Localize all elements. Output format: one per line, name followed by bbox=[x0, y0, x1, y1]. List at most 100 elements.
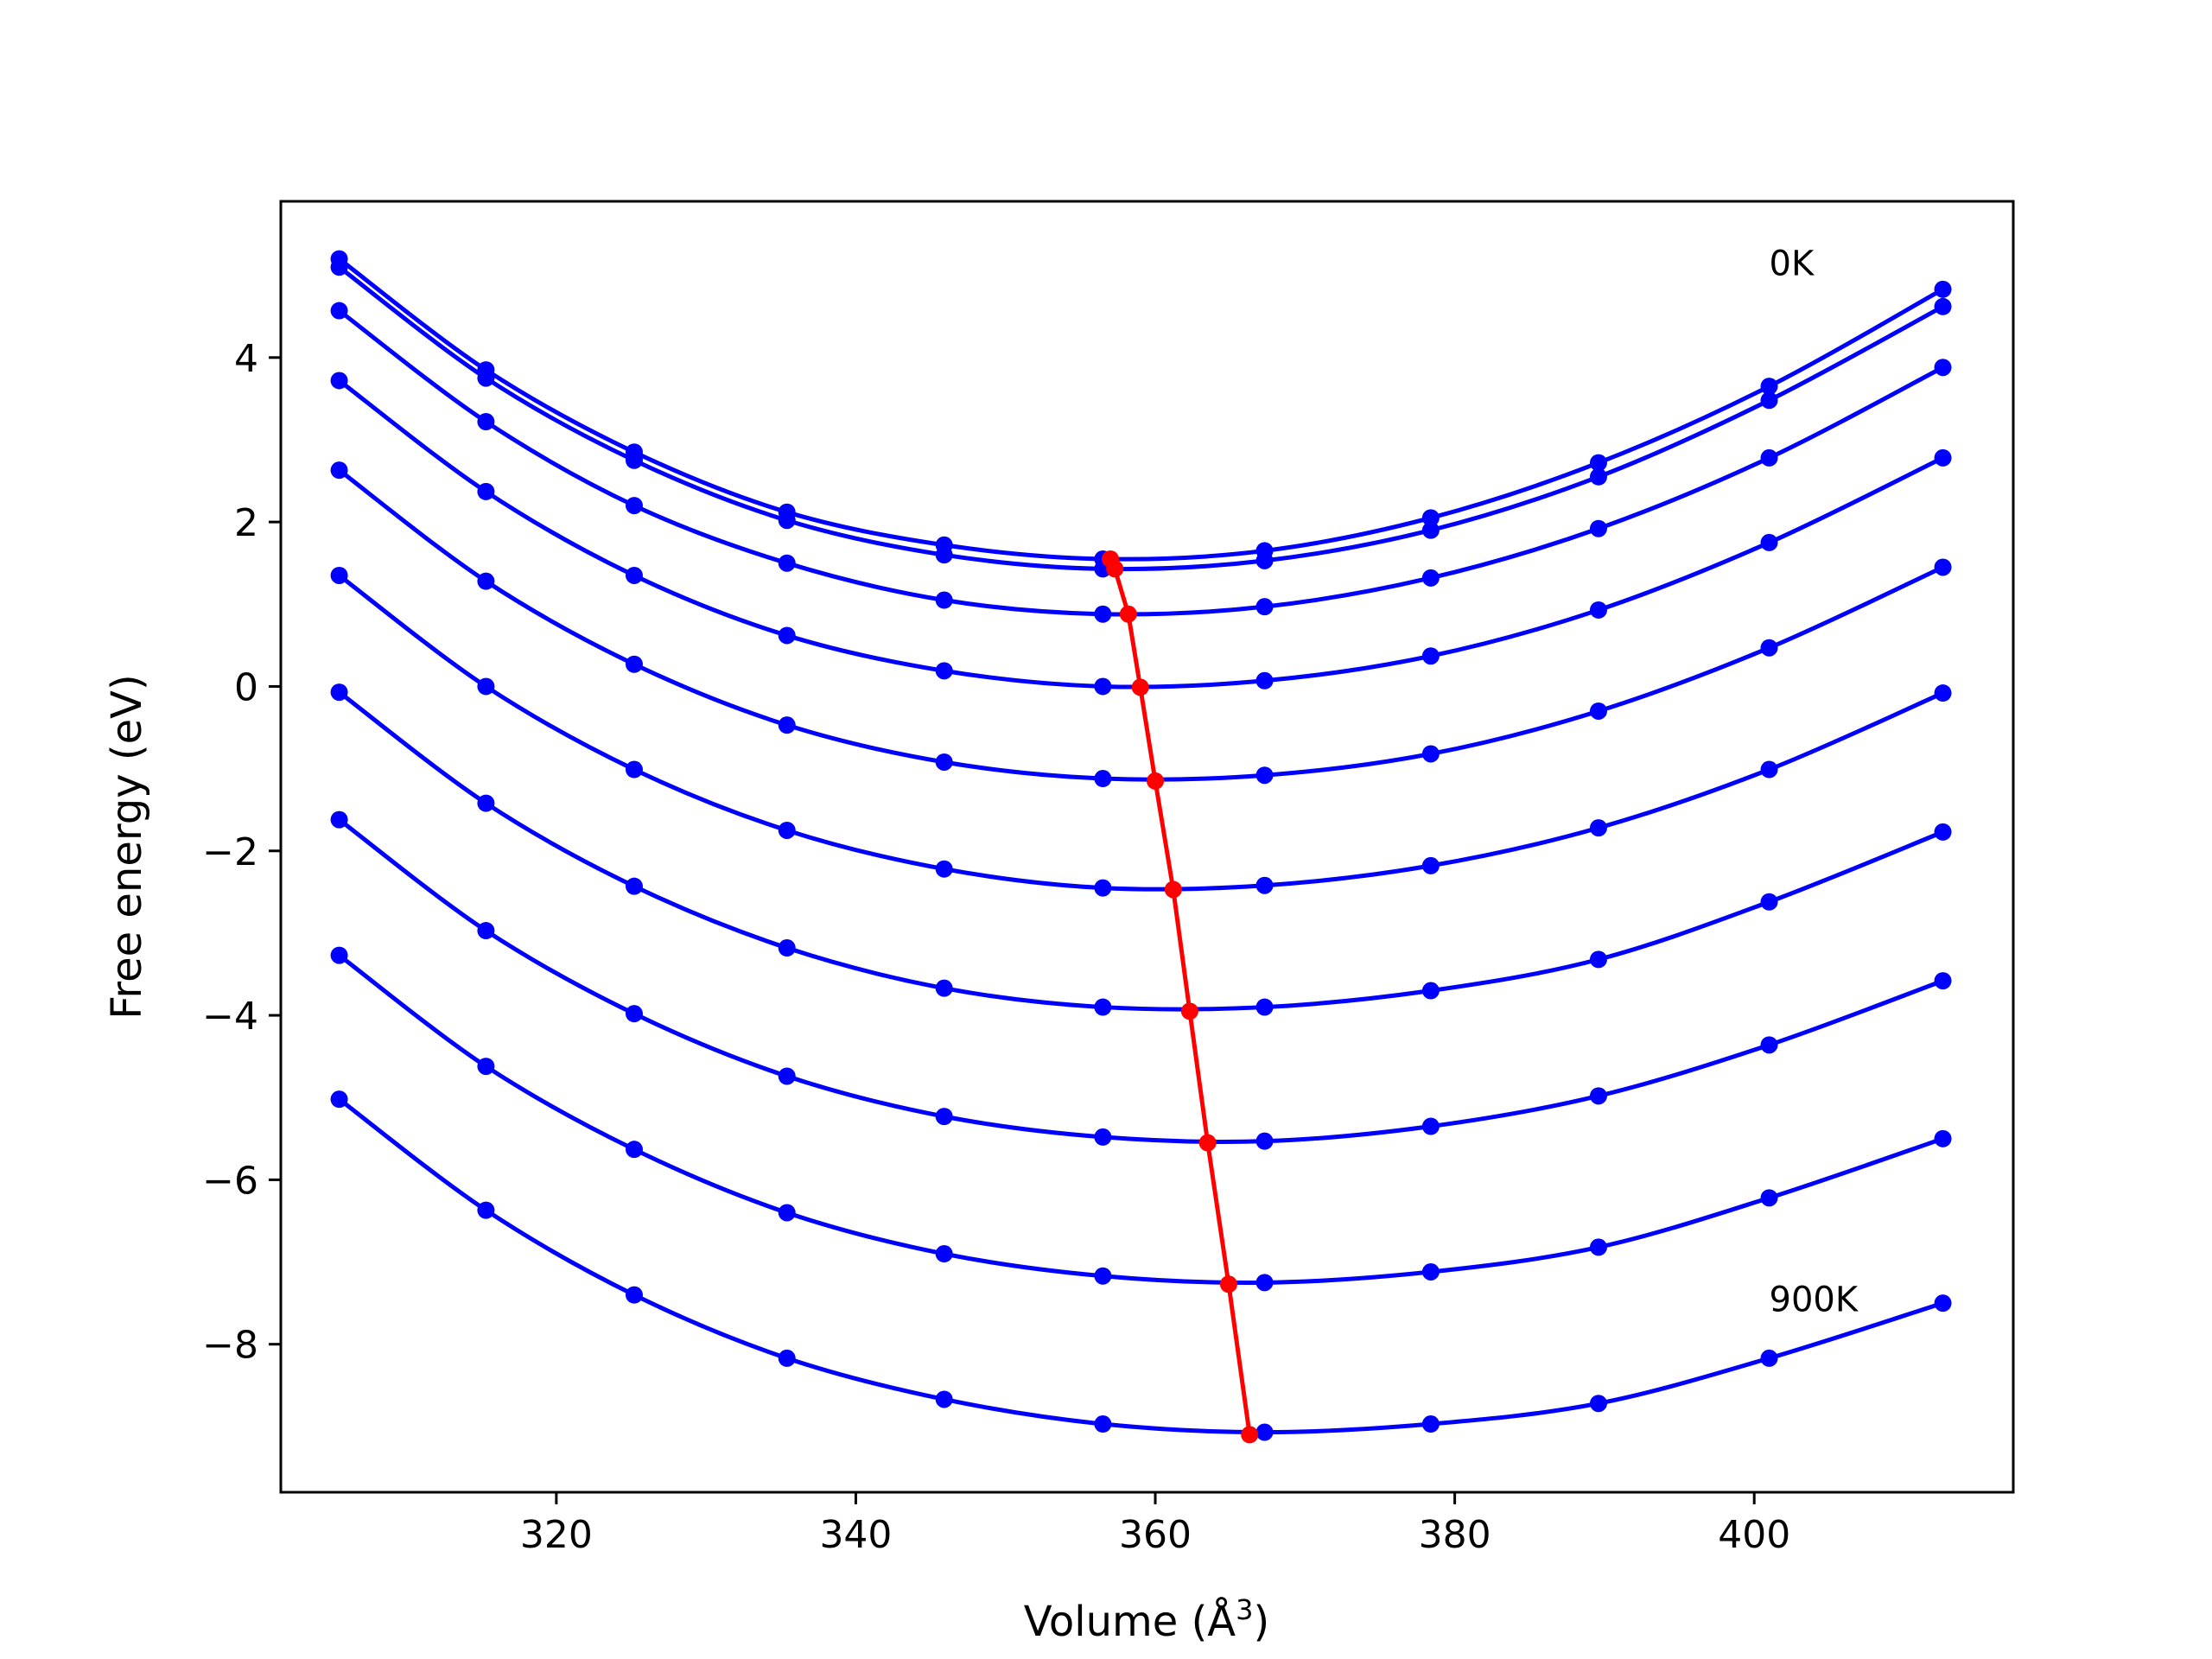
data-point bbox=[625, 497, 643, 515]
minimum-point bbox=[1180, 1002, 1198, 1020]
series-curve-8 bbox=[330, 810, 1952, 1150]
data-point bbox=[1421, 1415, 1440, 1433]
data-point bbox=[778, 821, 796, 839]
series-curve-10 bbox=[330, 1090, 1952, 1441]
data-point bbox=[1421, 647, 1440, 665]
data-point bbox=[1255, 551, 1274, 569]
data-point bbox=[625, 566, 643, 584]
series-curve-9 bbox=[330, 946, 1952, 1292]
data-point bbox=[778, 626, 796, 645]
data-point bbox=[935, 1245, 953, 1263]
data-point bbox=[1094, 998, 1112, 1016]
data-point bbox=[1255, 1132, 1274, 1150]
minimum-point bbox=[1198, 1134, 1217, 1152]
data-point bbox=[477, 1201, 495, 1219]
data-point bbox=[778, 554, 796, 572]
x-tick-label: 400 bbox=[1718, 1513, 1790, 1557]
minima-polyline bbox=[1108, 557, 1252, 1435]
data-point bbox=[1589, 819, 1607, 837]
data-point bbox=[330, 1090, 348, 1109]
y-axis: −8 −6 −4 −2 0 2 4 bbox=[202, 337, 281, 1368]
data-point bbox=[1421, 509, 1440, 527]
data-point bbox=[1094, 1415, 1112, 1433]
data-point bbox=[1421, 521, 1440, 539]
data-point bbox=[1934, 823, 1952, 841]
data-point bbox=[935, 1390, 953, 1408]
data-point bbox=[1760, 533, 1778, 551]
data-point bbox=[1589, 1395, 1607, 1413]
x-tick-label: 360 bbox=[1119, 1513, 1192, 1557]
y-tick-label: 2 bbox=[234, 501, 258, 545]
data-point bbox=[1589, 950, 1607, 969]
data-point bbox=[935, 979, 953, 997]
data-point bbox=[330, 946, 348, 964]
minimum-point bbox=[1106, 560, 1124, 578]
x-tick-label: 380 bbox=[1419, 1513, 1491, 1557]
data-point bbox=[625, 451, 643, 469]
data-point bbox=[1760, 760, 1778, 779]
data-point bbox=[330, 683, 348, 702]
data-point bbox=[1094, 605, 1112, 623]
data-point bbox=[1094, 770, 1112, 788]
y-tick-label: −2 bbox=[202, 830, 258, 874]
data-point bbox=[1255, 671, 1274, 690]
data-point bbox=[477, 413, 495, 431]
data-point bbox=[1255, 998, 1274, 1016]
data-point bbox=[1589, 454, 1607, 472]
x-axis: 320 340 360 380 400 bbox=[520, 1492, 1790, 1557]
data-point bbox=[1934, 297, 1952, 315]
y-tick-label: 4 bbox=[234, 337, 258, 381]
data-point bbox=[1760, 1036, 1778, 1054]
y-tick-label: −8 bbox=[202, 1324, 258, 1368]
data-point bbox=[625, 655, 643, 673]
data-point bbox=[778, 512, 796, 530]
series-curve-3 bbox=[330, 302, 1952, 623]
data-point bbox=[477, 572, 495, 590]
data-point bbox=[935, 753, 953, 771]
data-point bbox=[1094, 1267, 1112, 1285]
data-point bbox=[330, 810, 348, 829]
data-point bbox=[1934, 448, 1952, 467]
data-point bbox=[1421, 982, 1440, 1000]
data-point bbox=[1094, 677, 1112, 696]
data-point bbox=[330, 302, 348, 320]
data-point bbox=[1589, 467, 1607, 486]
data-point bbox=[1255, 598, 1274, 616]
data-point bbox=[330, 258, 348, 276]
data-point bbox=[1589, 601, 1607, 619]
series-curve-6 bbox=[330, 566, 1952, 897]
minimum-point bbox=[1164, 880, 1182, 899]
data-point bbox=[625, 877, 643, 895]
temperature-annotation: 0K bbox=[1770, 245, 1815, 284]
temperature-annotation: 900K bbox=[1770, 1281, 1859, 1320]
data-point bbox=[1934, 972, 1952, 990]
data-point bbox=[1094, 1128, 1112, 1146]
data-point bbox=[1760, 893, 1778, 911]
data-point bbox=[330, 372, 348, 390]
data-point bbox=[1760, 1349, 1778, 1367]
data-point bbox=[477, 1058, 495, 1076]
plot-area bbox=[330, 250, 1952, 1444]
data-point bbox=[1760, 378, 1778, 396]
minima-line bbox=[1102, 550, 1259, 1444]
series-curve-5 bbox=[330, 461, 1952, 788]
data-point bbox=[778, 1204, 796, 1222]
minimum-point bbox=[1119, 605, 1137, 623]
y-tick-label: 0 bbox=[234, 665, 258, 709]
data-point bbox=[1760, 448, 1778, 467]
data-point bbox=[1421, 745, 1440, 763]
data-point bbox=[1760, 391, 1778, 410]
x-tick-label: 340 bbox=[819, 1513, 892, 1557]
data-point bbox=[330, 461, 348, 480]
data-point bbox=[935, 591, 953, 609]
data-point bbox=[778, 1349, 796, 1367]
data-point bbox=[1255, 1423, 1274, 1441]
y-tick-label: −6 bbox=[202, 1159, 258, 1203]
data-point bbox=[935, 860, 953, 878]
data-point bbox=[1589, 1087, 1607, 1105]
data-point bbox=[935, 662, 953, 680]
data-point bbox=[1421, 569, 1440, 587]
data-point bbox=[1934, 684, 1952, 702]
data-point bbox=[1934, 558, 1952, 576]
